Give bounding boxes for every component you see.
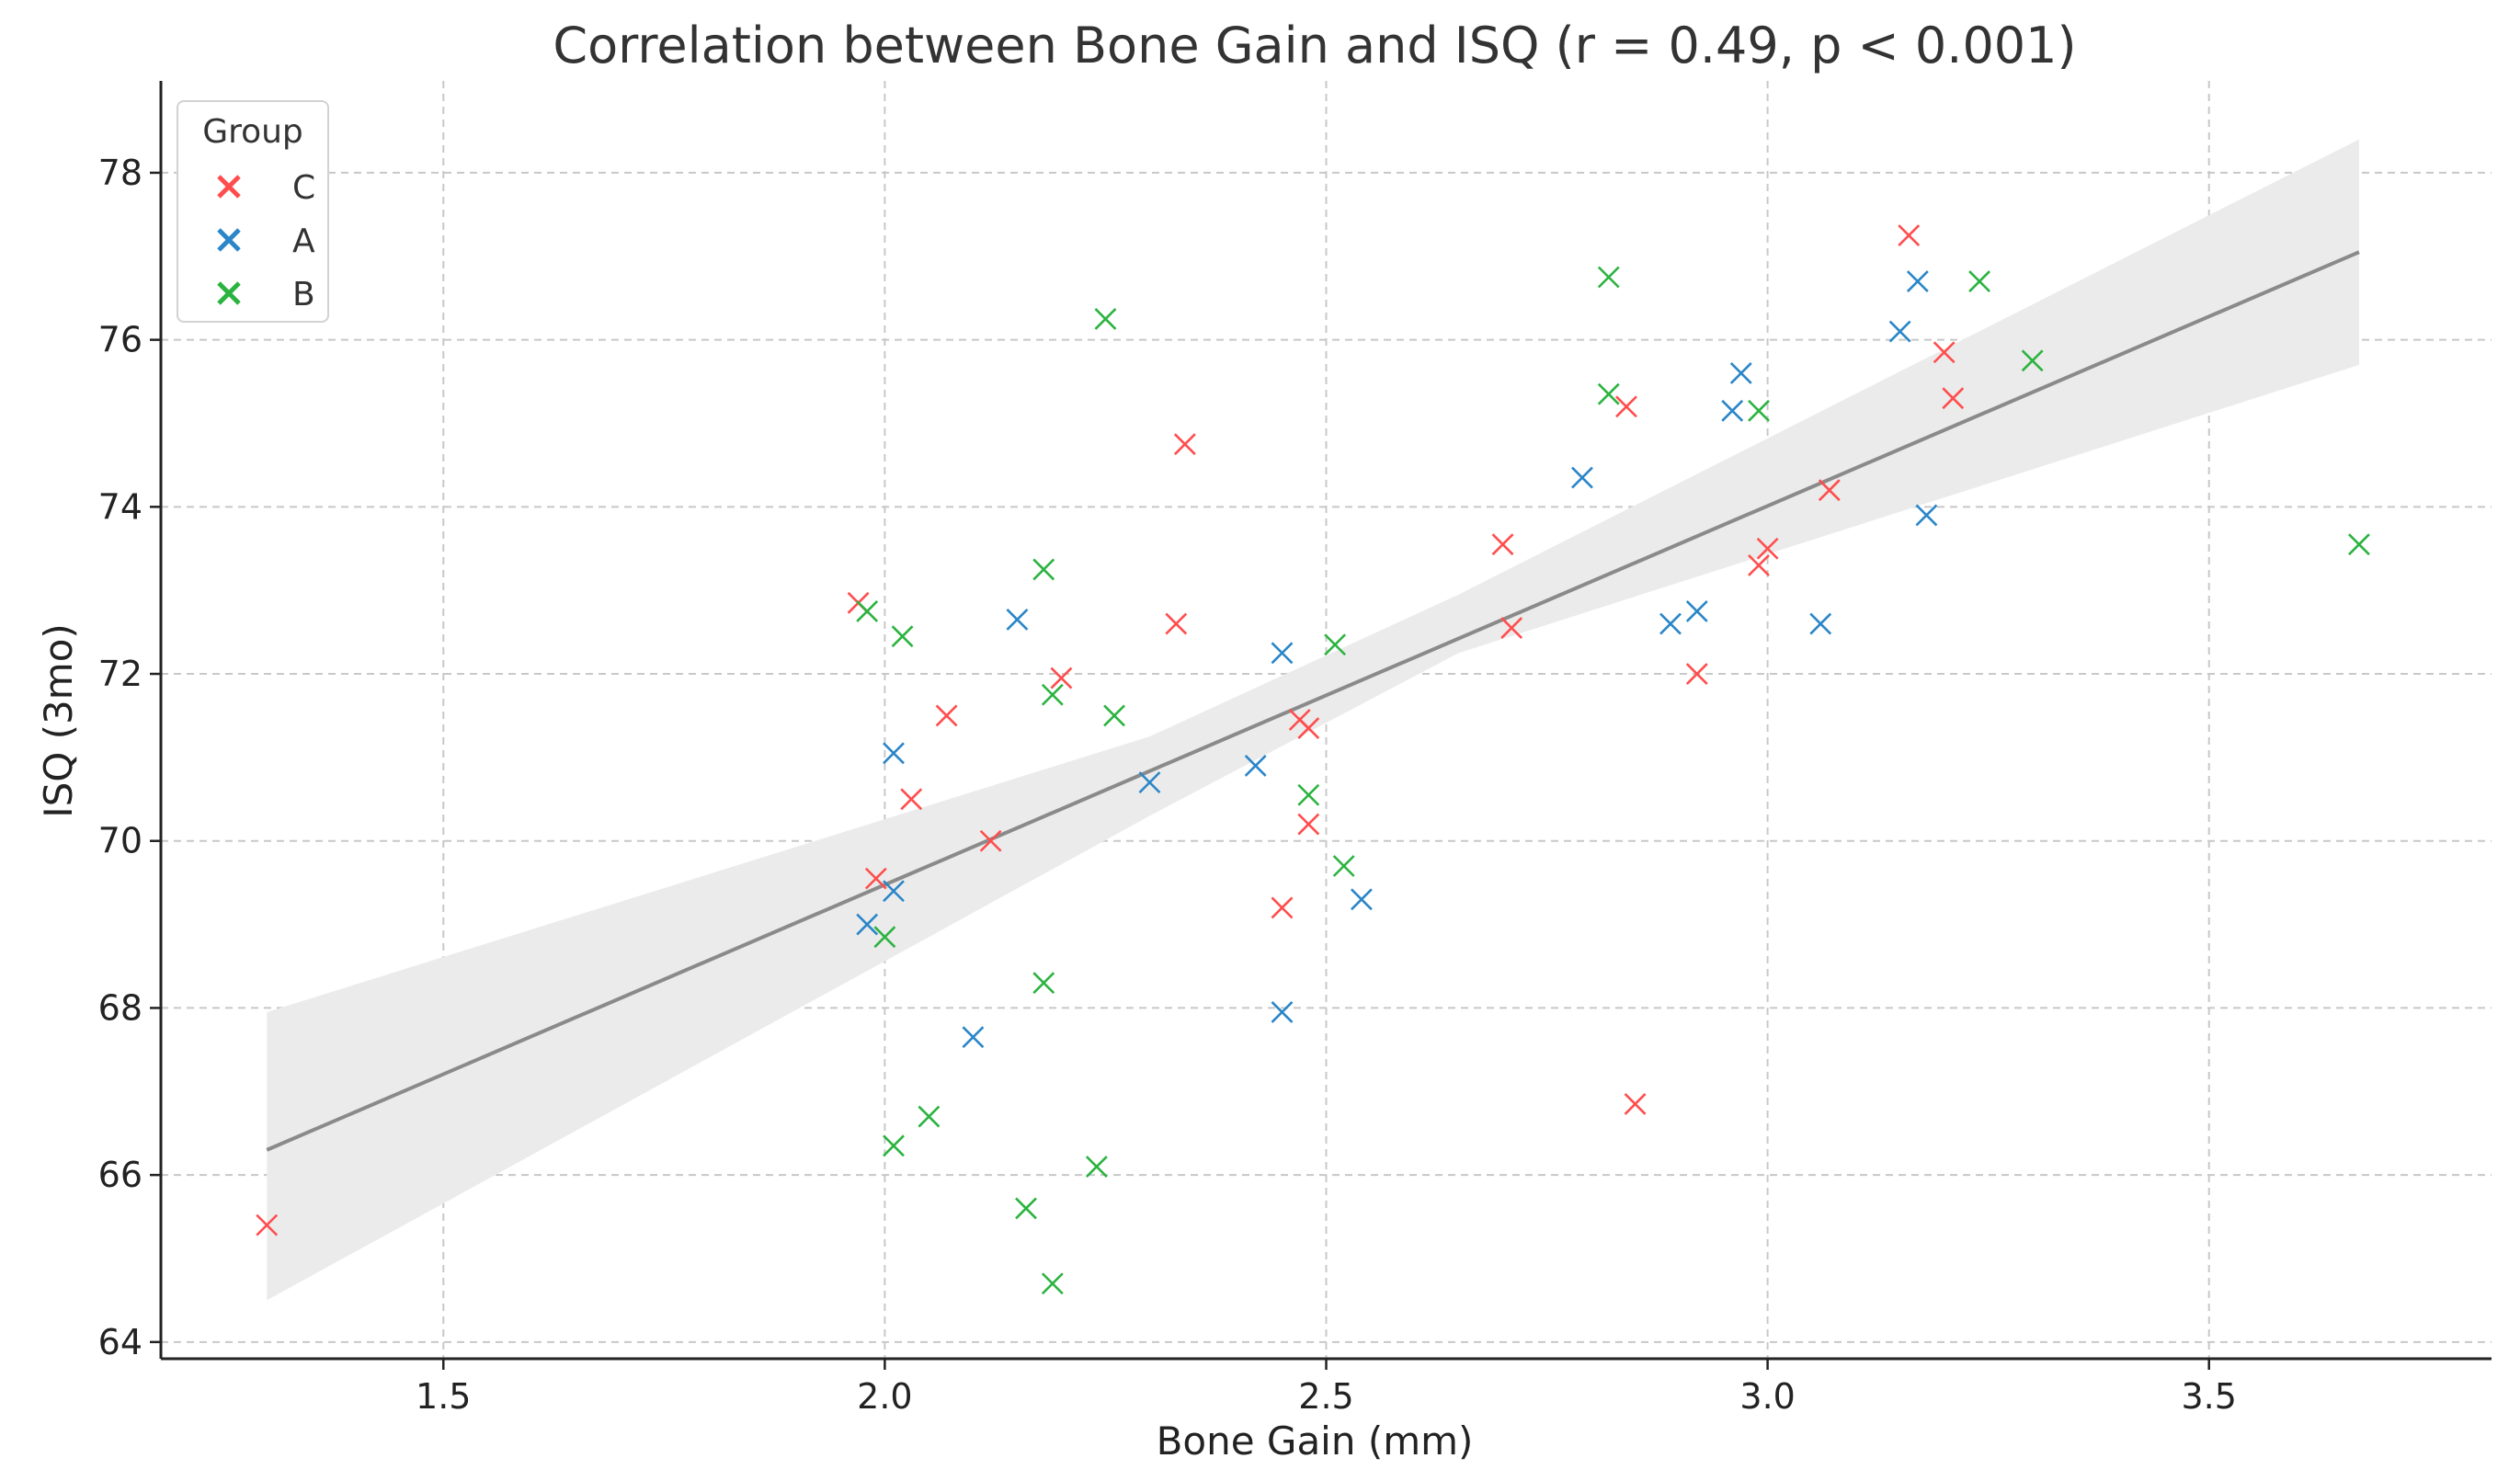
- data-point-c: [1898, 224, 1921, 246]
- data-point-b: [891, 625, 914, 648]
- data-point-c: [1933, 341, 1956, 364]
- data-point-c: [1748, 554, 1770, 576]
- x-tick-label: 2.5: [1298, 1376, 1353, 1417]
- data-point-b: [1332, 855, 1355, 877]
- legend-label: C: [292, 169, 315, 207]
- x-tick-label: 3.5: [2182, 1376, 2237, 1417]
- x-tick-label: 2.0: [857, 1376, 912, 1417]
- x-axis-ticks: 1.5 2.0 2.5 3.0 3.5: [416, 1359, 2237, 1417]
- y-tick-label: 78: [98, 153, 143, 193]
- x-tick-label: 3.0: [1739, 1376, 1795, 1417]
- legend-entries: CAB: [217, 169, 315, 313]
- data-point-c: [1297, 717, 1320, 740]
- data-point-b: [856, 599, 879, 622]
- data-point-a: [1685, 599, 1708, 622]
- legend-label: A: [292, 222, 315, 260]
- legend-entry-b: B: [217, 276, 315, 313]
- data-point-b: [1103, 704, 1125, 727]
- regression-line-layer: [266, 250, 2360, 1152]
- data-point-a: [1271, 1001, 1294, 1023]
- data-point-b: [2348, 533, 2370, 556]
- data-point-c: [900, 788, 923, 811]
- data-point-b: [1968, 270, 1990, 292]
- data-point-b: [1748, 399, 1770, 422]
- y-axis-label: ISQ (3mo): [36, 623, 81, 818]
- legend-label: B: [292, 276, 315, 313]
- data-point-c: [1297, 813, 1320, 836]
- data-point-c: [979, 829, 1002, 852]
- data-point-b: [1032, 972, 1055, 995]
- y-tick-label: 70: [98, 821, 143, 861]
- data-point-a: [1271, 642, 1294, 665]
- data-point-c: [1500, 617, 1523, 639]
- data-point-b: [1597, 266, 1620, 289]
- data-point-a: [1721, 399, 1744, 422]
- data-point-a: [883, 880, 905, 903]
- data-point-b: [1324, 633, 1347, 656]
- data-point-b: [1032, 558, 1055, 581]
- y-axis-ticks: 64 66 68 70 72 74 76 78: [98, 153, 161, 1362]
- legend: Group CAB: [177, 100, 329, 323]
- chart-title: Correlation between Bone Gain and ISQ (r…: [553, 17, 2076, 74]
- y-tick-label: 72: [98, 654, 143, 694]
- data-point-b: [873, 926, 896, 949]
- data-point-c: [1624, 1092, 1647, 1115]
- data-point-a: [1244, 755, 1267, 777]
- data-point-a: [1138, 771, 1161, 794]
- data-point-a: [1809, 612, 1832, 635]
- data-point-b: [2021, 349, 2044, 372]
- data-point-a: [1350, 888, 1373, 911]
- x-tick-label: 1.5: [416, 1376, 471, 1417]
- data-point-b: [883, 1134, 905, 1157]
- data-point-a: [1888, 320, 1911, 343]
- y-tick-label: 76: [98, 320, 143, 360]
- confidence-band-layer: [267, 139, 2359, 1301]
- data-point-c: [864, 867, 887, 890]
- data-points-layer: [256, 224, 2370, 1295]
- data-point-c: [1050, 666, 1073, 689]
- x-axis-label: Bone Gain (mm): [1157, 1418, 1474, 1464]
- data-point-a: [1659, 612, 1682, 635]
- data-point-a: [856, 913, 879, 936]
- data-point-c: [935, 704, 958, 727]
- data-point-b: [1597, 382, 1620, 405]
- legend-entry-c: C: [217, 169, 315, 207]
- legend-box: [177, 100, 329, 323]
- data-point-a: [883, 742, 905, 765]
- data-point-a: [1571, 466, 1593, 489]
- data-point-c: [1818, 479, 1841, 502]
- regression-line: [266, 250, 2360, 1152]
- data-point-a: [1915, 504, 1938, 527]
- data-point-c: [1173, 433, 1196, 456]
- data-point-a: [1729, 362, 1752, 384]
- y-tick-label: 64: [98, 1322, 143, 1362]
- data-point-b: [1041, 1272, 1064, 1295]
- data-point-c: [1615, 395, 1637, 418]
- legend-entry-a: A: [217, 222, 315, 260]
- data-point-c: [1491, 533, 1514, 556]
- y-tick-label: 66: [98, 1155, 143, 1195]
- data-point-b: [1297, 783, 1320, 806]
- legend-title: Group: [202, 113, 303, 151]
- data-point-c: [256, 1213, 279, 1236]
- data-point-c: [1756, 537, 1779, 560]
- data-point-c: [1685, 663, 1708, 685]
- data-point-a: [1006, 609, 1029, 631]
- y-tick-label: 68: [98, 987, 143, 1028]
- data-point-b: [918, 1105, 941, 1128]
- data-point-c: [1165, 612, 1188, 635]
- y-tick-label: 74: [98, 486, 143, 527]
- data-point-a: [962, 1026, 985, 1049]
- data-point-b: [1015, 1197, 1037, 1220]
- data-point-c: [1271, 896, 1294, 919]
- data-point-c: [1942, 387, 1965, 410]
- data-point-b: [1041, 683, 1064, 706]
- confidence-band: [267, 139, 2359, 1301]
- data-point-b: [1094, 308, 1117, 330]
- data-point-a: [1906, 270, 1929, 292]
- data-point-b: [1085, 1156, 1108, 1178]
